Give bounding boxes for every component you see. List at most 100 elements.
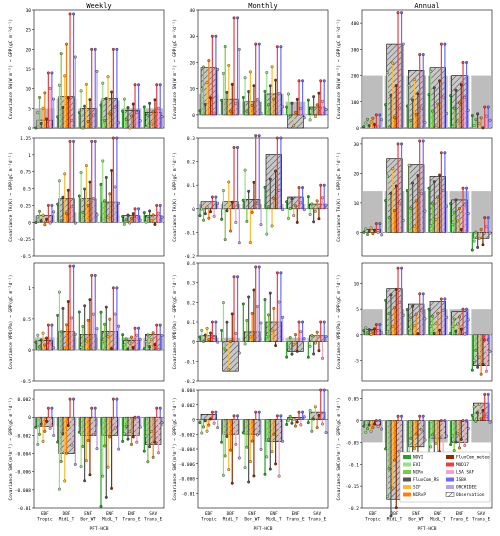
series-marker <box>449 443 453 446</box>
ytick-label: 0.1 <box>187 183 195 189</box>
series-marker <box>400 414 404 418</box>
series-marker <box>391 324 395 328</box>
series-marker <box>308 408 312 412</box>
series-marker <box>477 402 481 406</box>
xtick-label: Trans_E <box>144 517 163 523</box>
panel-frame <box>197 137 329 257</box>
series-marker <box>207 216 211 220</box>
series-marker <box>265 232 269 236</box>
series-marker <box>48 341 52 345</box>
series-marker <box>465 60 469 64</box>
series-marker <box>256 202 259 205</box>
panel-frame <box>33 9 165 129</box>
series-marker <box>122 343 126 347</box>
series-marker <box>92 312 95 316</box>
series-marker <box>250 103 254 107</box>
series-marker <box>220 217 224 221</box>
series-marker <box>160 421 164 425</box>
series-marker <box>405 308 409 312</box>
series-marker <box>412 78 416 81</box>
series-marker <box>441 95 445 99</box>
series-marker <box>322 388 326 392</box>
series-marker <box>86 318 90 322</box>
series-marker <box>95 69 99 73</box>
ytick-label: 0.2 <box>187 160 195 166</box>
series-marker <box>267 103 270 107</box>
series-marker <box>86 439 90 442</box>
series-marker <box>297 410 301 414</box>
series-marker <box>391 167 395 171</box>
series-marker <box>367 328 371 332</box>
series-marker <box>83 187 87 191</box>
series-marker <box>205 205 209 209</box>
legend-label: EVI <box>413 462 421 468</box>
series-marker <box>79 465 83 469</box>
series-marker <box>232 145 236 149</box>
series-marker <box>317 91 321 95</box>
panel-frame <box>33 389 165 509</box>
series-marker <box>86 203 90 207</box>
series-marker <box>230 481 234 485</box>
series-marker <box>111 136 115 140</box>
panel-r1-c0: -0.5 -0.25 0 0.25 0.5 0.75 1 1.25 Covariance TA(… <box>8 136 165 260</box>
xtick-label: ENF <box>106 511 114 517</box>
series-marker <box>126 213 130 217</box>
series-marker <box>131 212 135 216</box>
ytick-label: 0 <box>356 230 359 236</box>
series-marker <box>275 414 279 418</box>
series-marker <box>477 355 481 359</box>
series-marker <box>364 430 368 434</box>
series-marker <box>101 474 105 478</box>
series-marker <box>384 103 388 107</box>
series-marker <box>286 345 290 349</box>
series-marker <box>281 208 285 212</box>
series-marker <box>259 223 263 227</box>
series-marker <box>73 332 77 336</box>
series-marker <box>488 349 492 353</box>
series-marker <box>142 211 146 215</box>
series-marker <box>483 392 487 396</box>
series-marker <box>483 105 487 109</box>
series-marker <box>106 465 110 469</box>
series-marker <box>79 89 83 93</box>
series-marker <box>456 119 460 123</box>
series-marker <box>459 227 463 231</box>
series-marker <box>396 11 400 15</box>
series-marker <box>463 203 467 207</box>
series-marker <box>247 90 251 93</box>
series-marker <box>456 432 460 435</box>
series-marker <box>128 341 132 345</box>
series-marker <box>308 344 312 348</box>
series-marker <box>317 413 321 417</box>
series-marker <box>41 213 45 217</box>
panel-r2-c2: -5 0 5 10 Covariance VPD(Pa) ~ GPP(gC m⁻²d⁻¹… <box>336 262 493 382</box>
series-marker <box>366 117 369 121</box>
series-marker <box>265 70 269 74</box>
series-marker <box>126 106 130 110</box>
series-marker <box>50 323 54 327</box>
series-marker <box>66 300 70 303</box>
series-marker <box>84 459 88 463</box>
series-marker <box>93 273 97 277</box>
series-marker <box>418 414 422 418</box>
series-marker <box>135 440 139 444</box>
ytick-label: 0.002 <box>181 403 195 409</box>
series-marker <box>441 189 445 193</box>
series-marker <box>106 75 110 79</box>
series-marker <box>223 45 227 48</box>
series-marker <box>272 97 276 101</box>
series-marker <box>474 348 478 352</box>
panel-r0-c0: 0 5 10 15 20 25 30 Covariance SW(W m⁻²) ~ GPP(g… <box>8 8 165 132</box>
series-marker <box>385 71 389 75</box>
series-marker <box>373 327 377 331</box>
series-marker <box>294 424 297 428</box>
series-marker <box>110 486 114 490</box>
series-marker <box>252 288 256 292</box>
series-marker <box>445 204 449 208</box>
series-marker <box>236 16 240 20</box>
ylabel: Covariance TA(K) ~ GPP(gC m⁻²d⁻¹) <box>336 152 342 241</box>
xtick-label: DBF <box>63 511 71 517</box>
series-marker <box>481 126 485 130</box>
series-marker <box>155 83 159 87</box>
series-marker <box>393 209 396 212</box>
